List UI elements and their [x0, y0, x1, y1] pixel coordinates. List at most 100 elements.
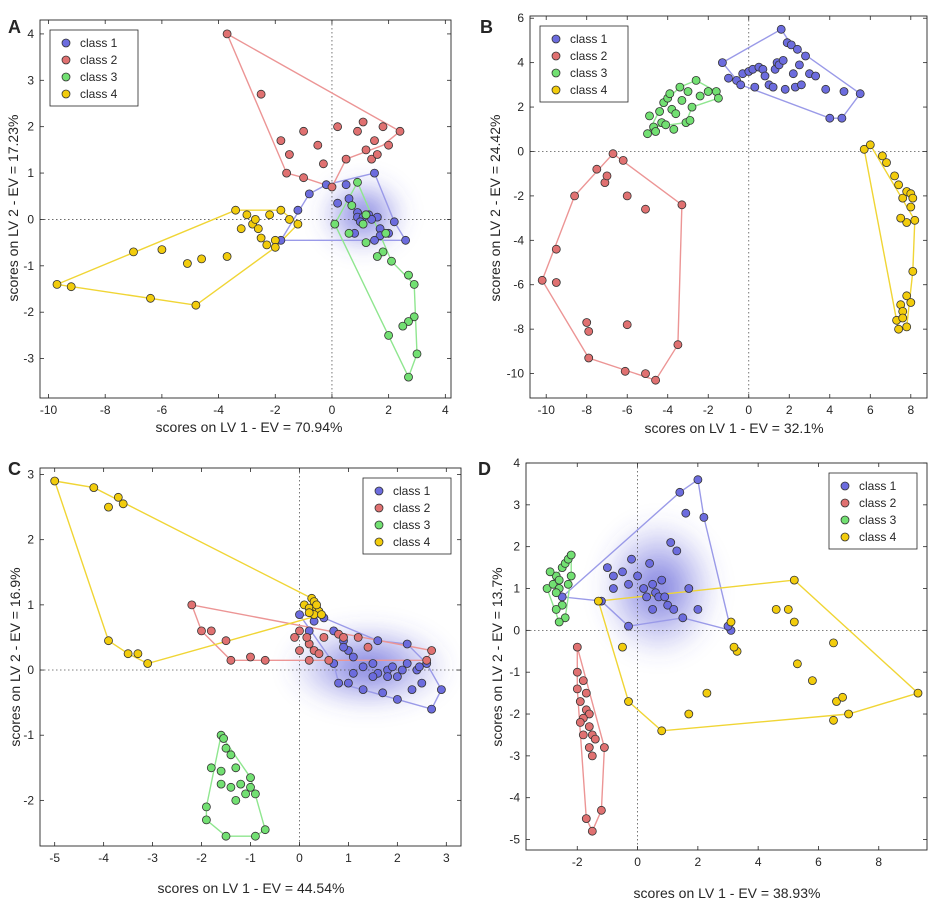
data-point — [246, 782, 255, 792]
data-point — [412, 349, 422, 359]
data-point — [226, 750, 236, 760]
series-class-2 — [537, 149, 687, 385]
data-point — [678, 613, 688, 623]
plot-content — [526, 463, 927, 850]
data-point — [284, 150, 294, 159]
data-point — [236, 224, 246, 234]
data-point — [603, 563, 612, 572]
data-point — [241, 789, 251, 799]
data-point — [551, 588, 561, 598]
data-point — [651, 375, 660, 385]
x-tick-label: -8 — [100, 403, 111, 417]
x-tick-label: 6 — [815, 855, 822, 869]
data-point — [684, 709, 694, 719]
data-point — [898, 313, 908, 323]
data-point — [780, 84, 790, 94]
data-point — [104, 636, 113, 646]
x-tick-label: 8 — [907, 403, 914, 417]
data-point — [133, 649, 143, 659]
data-point — [339, 642, 348, 652]
data-point — [216, 766, 226, 776]
data-point — [584, 326, 594, 336]
data-point — [677, 200, 687, 210]
panel-b: -10 -8 -6 -4 -2 0 2 4 6 8 -10 -8 -6 -4 -2 0 2 4 6 scores on… — [480, 11, 928, 436]
data-point — [666, 538, 676, 547]
y-tick-label: 2 — [513, 540, 520, 554]
data-point — [657, 726, 667, 736]
series-class-3 — [542, 550, 576, 627]
density-cloud — [601, 521, 716, 656]
series-class-2 — [572, 642, 609, 836]
x-tick-label: 2 — [385, 403, 392, 417]
data-point — [554, 575, 564, 585]
y-tick-label: 2 — [27, 533, 34, 547]
data-point — [592, 164, 602, 174]
data-point — [584, 722, 594, 731]
axes-frame — [529, 15, 928, 399]
data-point — [317, 610, 326, 619]
panel-letter: A — [8, 17, 21, 37]
data-point — [157, 245, 167, 255]
data-point — [648, 605, 657, 614]
data-point — [572, 642, 582, 652]
legend-marker — [374, 520, 384, 530]
data-point — [750, 82, 760, 92]
x-tick-label: -3 — [147, 851, 158, 865]
data-point — [417, 678, 427, 688]
x-tick-label: -2 — [270, 403, 281, 417]
x-tick-label: 6 — [867, 403, 874, 417]
data-point — [837, 113, 847, 123]
data-point — [246, 773, 255, 782]
data-point — [216, 779, 226, 789]
data-point — [381, 228, 391, 238]
y-tick-label: 3 — [27, 468, 34, 482]
y-tick-label: -2 — [23, 793, 34, 807]
data-point — [104, 502, 113, 512]
data-point — [276, 205, 286, 215]
data-point — [602, 171, 612, 181]
data-point — [319, 633, 329, 642]
data-point — [587, 751, 597, 761]
data-point — [894, 324, 903, 334]
data-point — [581, 814, 591, 823]
y-tick-label: -6 — [513, 278, 524, 292]
x-tick-label: -2 — [572, 855, 583, 869]
series-class-3 — [330, 177, 422, 382]
data-point — [681, 508, 691, 518]
data-point — [384, 140, 394, 150]
data-point — [402, 639, 412, 649]
data-point — [902, 291, 912, 301]
y-tick-label: 3 — [27, 73, 34, 87]
data-point — [378, 688, 388, 698]
series-class-1 — [718, 24, 865, 123]
data-point — [776, 24, 786, 34]
y-axis-title: scores on LV 2 - EV = 17.23% — [5, 115, 21, 302]
data-point — [657, 575, 667, 585]
data-point — [363, 642, 373, 652]
data-point — [624, 621, 633, 631]
data-point — [584, 353, 594, 363]
x-tick-label: 0 — [634, 855, 641, 869]
data-point — [318, 159, 328, 169]
data-point — [89, 483, 99, 493]
data-point — [908, 266, 918, 276]
data-point — [581, 688, 591, 698]
data-point — [655, 107, 664, 116]
data-point — [811, 71, 820, 81]
data-point — [793, 659, 802, 669]
data-point — [219, 734, 229, 743]
data-point — [231, 763, 241, 773]
data-point — [333, 198, 343, 208]
data-point — [793, 44, 802, 54]
data-point — [566, 571, 576, 581]
data-point — [361, 238, 371, 248]
data-point — [334, 678, 344, 688]
y-tick-label: 3 — [513, 498, 520, 512]
data-point — [855, 89, 865, 99]
data-point — [788, 69, 798, 79]
x-tick-label: -6 — [622, 403, 633, 417]
data-point — [898, 193, 908, 203]
data-point — [187, 600, 197, 610]
data-point — [882, 158, 891, 168]
